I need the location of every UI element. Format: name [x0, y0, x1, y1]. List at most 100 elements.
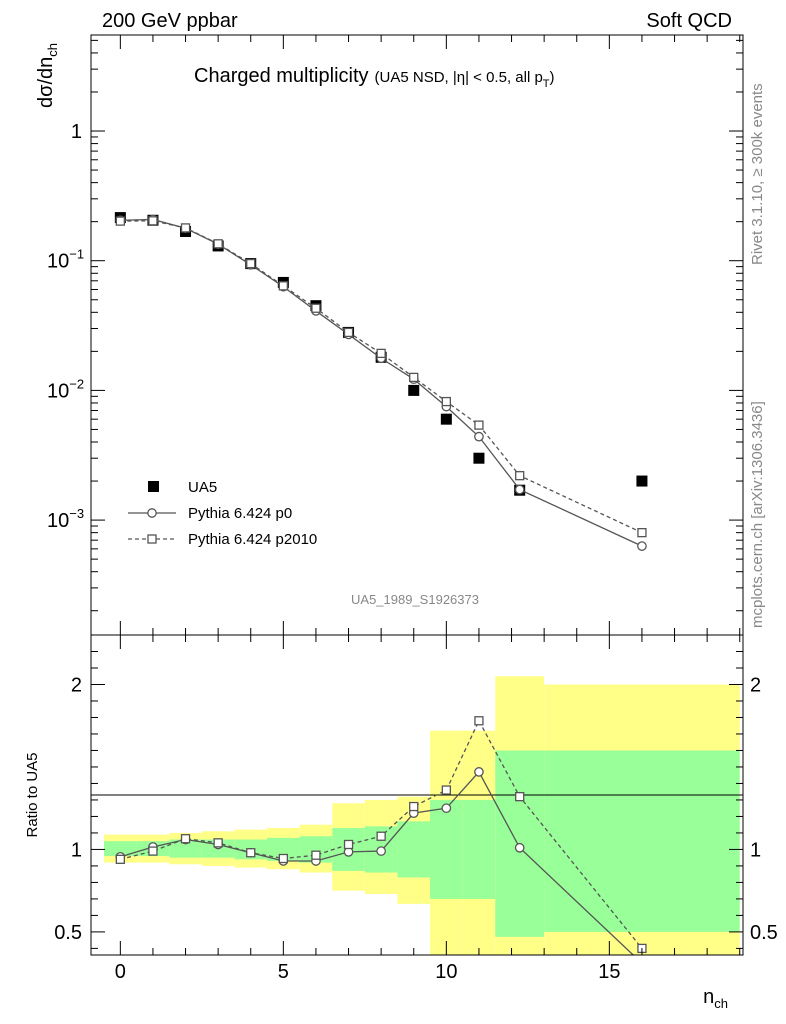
- main-point-p2010: [148, 216, 158, 226]
- ratio-point-p2010: [441, 785, 451, 795]
- main-panel: 110−110−210−3 dσ/dnch Charged multiplici…: [35, 34, 744, 636]
- ratio-point-p2010: [474, 716, 484, 726]
- ratio-point-p2010: [409, 801, 419, 812]
- main-subtitle-sub: T: [543, 78, 550, 90]
- main-ytick-label: 10−3: [47, 506, 84, 532]
- main-ylabel-sub: ch: [45, 43, 60, 57]
- legend-marker-p2010: [147, 534, 157, 544]
- main-point-p2010: [246, 258, 256, 269]
- main-point-ua5: [440, 413, 452, 425]
- main-point-p2010: [115, 216, 125, 226]
- ratio-band-green: [430, 799, 463, 899]
- mcplots-label: mcplots.cern.ch [arXiv:1306.3436]: [749, 401, 766, 628]
- main-point-ua5: [408, 384, 420, 396]
- main-point-p2010: [409, 372, 419, 383]
- main-point-p2010: [180, 223, 191, 233]
- ratio-xtick-label: 10: [435, 961, 457, 983]
- ratio-xlabel-text: n: [703, 986, 714, 1008]
- rivet-label: Rivet 3.1.10, ≥ 300k events: [749, 83, 766, 265]
- ratio-point-p2010: [515, 791, 525, 802]
- main-ytick-exp: −2: [69, 376, 84, 391]
- main-series-line-1: [120, 218, 643, 547]
- main-series-line-2: [120, 220, 643, 534]
- ratio-point-p2010: [246, 848, 256, 858]
- legend-label-p2010: Pythia 6.424 p2010: [188, 531, 317, 548]
- main-ylabel-text: dσ/dn: [35, 57, 57, 108]
- ratio-frame: [90, 634, 744, 956]
- main-subtitle: (UA5 NSD, |η| < 0.5, all p: [375, 69, 543, 86]
- main-point-ua5: [473, 452, 485, 464]
- ratio-panel: 0.5 0.5 1 1 2 2 0 5 10 15 Ratio to UA5 nch: [24, 634, 778, 1011]
- main-point-p2010: [474, 420, 484, 430]
- main-ytick-base: 10: [47, 510, 69, 532]
- ratio-band-green: [104, 841, 137, 857]
- main-ytick-exp: −3: [69, 506, 84, 521]
- ratio-point-p2010: [311, 850, 321, 860]
- ratio-bands: [104, 676, 740, 955]
- main-point-p0: [514, 484, 525, 495]
- ratio-band-green: [397, 821, 431, 878]
- main-point-p0: [474, 431, 484, 442]
- ratio-ytick-label-right: 0.5: [750, 922, 778, 944]
- main-point-p2010: [637, 528, 647, 538]
- main-title-text: Charged multiplicity: [194, 65, 369, 87]
- ratio-band-green: [544, 750, 740, 932]
- ratio-ytick-label-left: 1: [71, 839, 82, 861]
- ratio-xtick-label: 15: [598, 961, 620, 983]
- main-point-p2010: [278, 281, 288, 291]
- main-ticks: 110−110−210−3: [47, 35, 743, 635]
- ratio-series-line-1: [120, 719, 643, 949]
- ratio-ytick-label-left: 2: [71, 674, 82, 696]
- ratio-xtick-label: 0: [115, 961, 126, 983]
- ratio-series-line-0: [120, 770, 635, 955]
- header-left: 200 GeV ppbar: [102, 10, 238, 32]
- legend-marker-ua5: [148, 481, 159, 492]
- main-ytick-exp: −1: [69, 247, 84, 262]
- ratio-point-p2010: [115, 854, 125, 864]
- main-point-p2010: [311, 303, 321, 313]
- ratio-xtick-label: 5: [278, 961, 289, 983]
- main-point-p0: [637, 541, 647, 551]
- ratio-point-p0: [514, 842, 525, 853]
- ratio-point-p0: [441, 803, 452, 814]
- main-point-ua5: [636, 475, 648, 487]
- main-title: Charged multiplicity (UA5 NSD, |η| < 0.5,…: [194, 65, 555, 90]
- ratio-point-p2010: [213, 838, 223, 848]
- ratio-point-p2010: [376, 831, 386, 841]
- ratio-xlabel: nch: [703, 986, 728, 1011]
- ratio-point-p2010: [180, 834, 191, 844]
- legend-marker-p0: [147, 508, 157, 518]
- ratio-series-layer: [115, 716, 647, 955]
- main-ytick-label: 1: [71, 121, 82, 143]
- main-subtitle-end: ): [550, 69, 555, 86]
- ratio-band-green: [462, 799, 496, 899]
- main-point-p2010: [515, 471, 525, 481]
- main-ytick-base: 10: [47, 251, 69, 273]
- main-point-p2010: [343, 327, 354, 338]
- ratio-band-green: [169, 839, 202, 858]
- ratio-point-p2010: [278, 853, 288, 864]
- legend-label-ua5: UA5: [188, 479, 217, 496]
- header-right: Soft QCD: [646, 10, 732, 32]
- analysis-id: UA5_1989_S1926373: [351, 592, 479, 607]
- legend-label-p0: Pythia 6.424 p0: [188, 505, 292, 522]
- ratio-point-p2010: [343, 839, 354, 850]
- ratio-ytick-label-left: 0.5: [54, 922, 82, 944]
- ratio-point-p2010: [148, 846, 158, 856]
- main-ylabel: dσ/dnch: [35, 43, 60, 108]
- ratio-band-green: [267, 837, 300, 861]
- main-ytick-base: 10: [47, 380, 69, 402]
- ratio-ytick-label-right: 1: [750, 839, 761, 861]
- ratio-series-clipped: [115, 716, 647, 955]
- main-point-p2010: [376, 348, 386, 359]
- main-series-layer: [114, 212, 648, 551]
- main-ytick-label: 10−1: [47, 247, 84, 273]
- ratio-xlabel-sub: ch: [714, 996, 728, 1011]
- main-point-p2010: [213, 239, 223, 249]
- ratio-point-p0: [376, 846, 386, 856]
- ratio-ylabel: Ratio to UA5: [24, 752, 41, 837]
- main-point-p2010: [441, 396, 451, 407]
- ratio-ticks: 0.5 0.5 1 1 2 2 0 5 10 15: [54, 635, 778, 983]
- legend: UA5 Pythia 6.424 p0 Pythia 6.424 p2010: [128, 479, 317, 548]
